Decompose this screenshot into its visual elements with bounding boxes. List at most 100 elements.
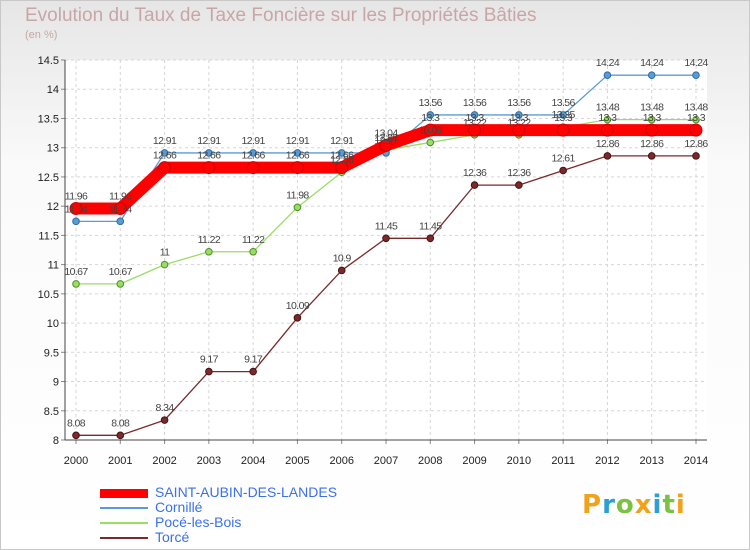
logo-letter: i — [652, 490, 663, 520]
y-tick-label: 11 — [48, 260, 59, 272]
data-label-1: 13.56 — [507, 97, 531, 109]
data-label-3: 12.61 — [552, 152, 576, 164]
data-label-0: 13.3 — [510, 112, 529, 124]
y-tick-label: 8 — [53, 435, 59, 447]
data-label-3: 12.36 — [463, 167, 487, 179]
series-point-2 — [293, 203, 302, 212]
data-label-3: 11.45 — [375, 220, 398, 232]
legend-swatch — [100, 537, 148, 539]
x-tick-label: 2007 — [374, 455, 398, 467]
series-point-3 — [72, 431, 80, 440]
data-label-1: 14.24 — [684, 57, 708, 69]
x-tick-label: 2011 — [551, 455, 575, 467]
data-label-0: 11.96 — [109, 190, 132, 202]
series-point-3 — [116, 431, 125, 440]
series-point-1 — [603, 71, 612, 79]
x-tick-label: 2013 — [639, 455, 663, 467]
series-point-2 — [116, 280, 125, 288]
series-point-0 — [512, 123, 526, 137]
series-point-3 — [337, 266, 346, 275]
data-label-2: 11.98 — [286, 189, 309, 201]
series-point-1 — [116, 217, 125, 226]
data-label-2: 11.22 — [242, 234, 265, 246]
x-tick-label: 2014 — [684, 455, 708, 467]
data-label-2: 10.67 — [109, 266, 133, 278]
series-point-1 — [470, 111, 479, 119]
series-point-3 — [603, 152, 612, 160]
series-point-3 — [382, 234, 390, 243]
data-label-2: 12.58 — [330, 154, 354, 166]
data-label-0: 13.3 — [598, 112, 617, 124]
data-label-3: 8.08 — [111, 417, 130, 429]
x-tick-label: 2008 — [418, 455, 442, 467]
series-point-3 — [515, 181, 523, 189]
series-point-1 — [160, 149, 169, 157]
x-tick-label: 2003 — [197, 455, 221, 467]
y-tick-label: 13 — [47, 143, 59, 155]
series-point-3 — [692, 152, 700, 160]
series-point-0 — [335, 161, 349, 175]
data-label-0: 12.66 — [197, 150, 221, 162]
series-point-2 — [72, 280, 80, 288]
data-label-1: 12.91 — [286, 135, 310, 147]
y-tick-label: 13.5 — [38, 113, 59, 125]
data-label-3: 12.86 — [596, 138, 620, 150]
data-label-1: 14.24 — [640, 57, 664, 69]
series-point-1 — [205, 149, 213, 157]
series-point-1 — [692, 71, 700, 79]
series-point-3 — [160, 416, 169, 424]
data-label-2: 13.48 — [640, 102, 664, 114]
data-label-1: 13.56 — [552, 97, 576, 109]
x-tick-label: 2005 — [285, 455, 309, 467]
data-label-3: 12.36 — [507, 167, 531, 179]
series-point-3 — [205, 367, 213, 376]
series-point-2 — [603, 115, 612, 124]
x-tick-label: 2001 — [108, 455, 132, 467]
legend-label: SAINT-AUBIN-DES-LANDES — [155, 484, 338, 500]
data-label-1: 12.91 — [374, 135, 398, 147]
series-point-0 — [246, 161, 260, 175]
x-tick-label: 2006 — [329, 455, 353, 467]
y-tick-label: 10.5 — [38, 289, 59, 301]
logo-letter: i — [675, 490, 686, 520]
data-label-3: 12.86 — [640, 138, 664, 150]
series-point-0 — [556, 123, 570, 137]
data-label-1: 12.91 — [153, 135, 177, 147]
series-point-1 — [72, 217, 80, 226]
x-tick-label: 2012 — [595, 455, 619, 467]
logo-letter: x — [634, 490, 653, 520]
series-point-0 — [600, 123, 614, 137]
series-point-0 — [645, 123, 659, 137]
data-label-1: 12.91 — [330, 135, 354, 147]
x-tick-label: 2002 — [152, 455, 176, 467]
y-tick-label: 10 — [47, 318, 59, 330]
y-tick-label: 9 — [53, 377, 59, 389]
series-point-0 — [290, 161, 304, 175]
series-point-0 — [423, 123, 437, 137]
data-label-0: 12.66 — [153, 150, 177, 162]
data-label-3: 8.08 — [67, 417, 86, 429]
data-label-3: 10.09 — [286, 300, 310, 312]
series-point-2 — [249, 247, 257, 256]
data-label-0: 12.66 — [286, 150, 310, 162]
data-label-0: 11.96 — [65, 190, 88, 202]
y-tick-label: 12.5 — [38, 172, 59, 184]
legend-swatch — [100, 488, 148, 498]
data-label-3: 11.45 — [419, 220, 442, 232]
data-label-1: 13.56 — [463, 97, 487, 109]
data-label-0: 13.04 — [374, 127, 398, 139]
series-point-0 — [113, 201, 127, 215]
data-label-0: 12.66 — [242, 150, 266, 162]
legend-label: Cornillé — [155, 499, 203, 515]
logo-letter: r — [602, 490, 616, 520]
x-tick-label: 2010 — [507, 455, 531, 467]
series-point-2 — [205, 247, 213, 256]
data-label-2: 13.48 — [684, 102, 708, 114]
series-point-2 — [426, 138, 435, 147]
series-point-0 — [202, 161, 216, 175]
logo-letter: P — [582, 490, 603, 520]
y-tick-label: 11.5 — [38, 230, 59, 242]
data-label-2: 13.09 — [419, 124, 443, 136]
series-point-2 — [647, 115, 656, 124]
